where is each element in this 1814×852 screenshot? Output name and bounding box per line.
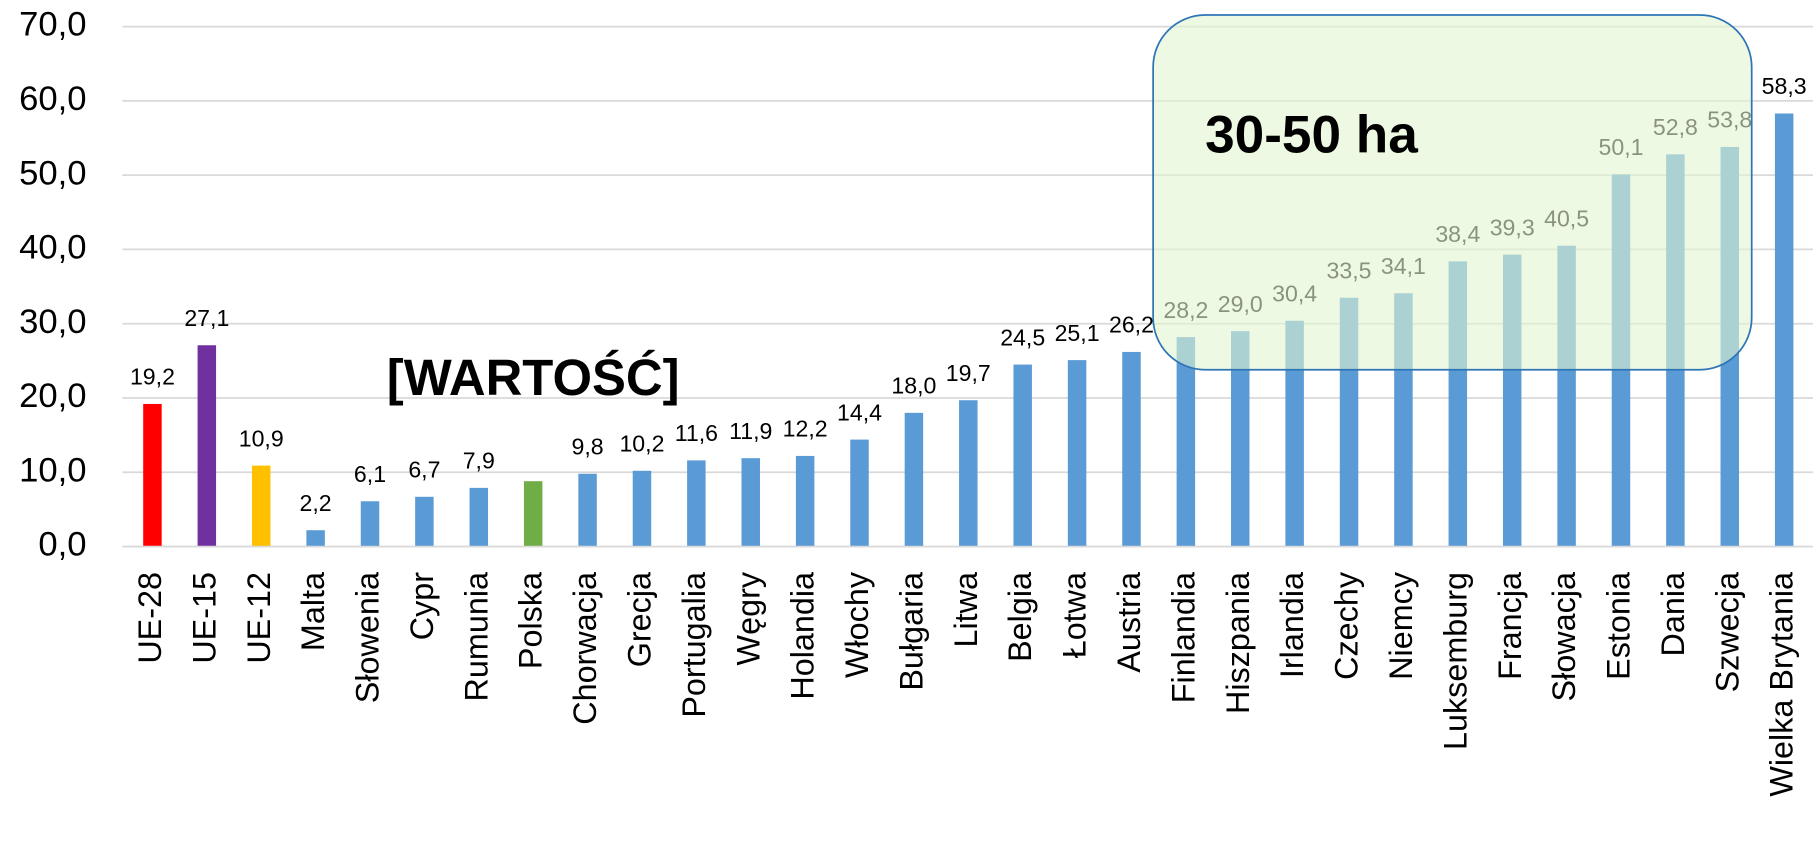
- x-tick-label: Austria: [1111, 572, 1147, 673]
- y-tick-label: 0,0: [38, 526, 86, 564]
- bar: [1013, 364, 1032, 547]
- bar: [143, 403, 162, 547]
- x-tick-label: UE-12: [241, 572, 277, 664]
- x-tick-label: Czechy: [1329, 571, 1365, 680]
- bar: [1285, 320, 1304, 547]
- x-tick-label: Francja: [1492, 572, 1528, 680]
- x-tick-label: Portugalia: [676, 572, 712, 718]
- x-tick-label: Łotwa: [1057, 572, 1093, 658]
- data-label: 18,0: [891, 373, 936, 399]
- bar: [469, 487, 489, 547]
- data-label: 19,2: [130, 364, 175, 390]
- y-tick-label: 40,0: [19, 229, 86, 267]
- y-tick-label: 60,0: [19, 80, 86, 118]
- y-tick-label: 20,0: [19, 377, 86, 415]
- data-label: 26,2: [1109, 312, 1154, 338]
- x-tick-label: Polska: [513, 572, 549, 669]
- x-tick-label: Dania: [1655, 572, 1691, 657]
- x-tick-label: Rumunia: [458, 572, 494, 701]
- data-label: 10,2: [619, 430, 664, 456]
- data-label-callout: [WARTOŚĆ]: [387, 349, 680, 406]
- x-tick-label: Litwa: [948, 572, 984, 648]
- bar: [1231, 331, 1250, 547]
- x-tick-label: Grecja: [622, 572, 658, 667]
- bar: [1122, 351, 1141, 547]
- data-label: 27,1: [184, 305, 229, 331]
- data-label: 19,7: [946, 360, 991, 386]
- x-tick-label: Szwecja: [1709, 572, 1745, 692]
- x-tick-label: Niemcy: [1383, 571, 1419, 680]
- x-tick-label: Słowenia: [350, 572, 386, 703]
- data-label: 10,9: [239, 425, 284, 451]
- x-tick-label: Belgia: [1002, 572, 1038, 662]
- x-tick-label: Irlandia: [1274, 572, 1310, 678]
- y-tick-label: 50,0: [19, 154, 86, 192]
- bar: [360, 501, 380, 547]
- data-label: 6,1: [354, 461, 386, 487]
- annotation: 30-50 ha: [1205, 106, 1418, 165]
- bar: [850, 439, 869, 547]
- annotation-box: [1152, 14, 1753, 371]
- x-tick-label: Włochy: [839, 571, 875, 678]
- x-tick-label: Luksemburg: [1437, 572, 1473, 750]
- data-label: 24,5: [1000, 324, 1045, 350]
- data-label: 11,9: [729, 418, 772, 444]
- x-tick-label: Finlandia: [1165, 572, 1201, 703]
- bar: [632, 470, 652, 547]
- bar: [959, 400, 978, 547]
- x-tick-label: Bułgaria: [893, 572, 929, 691]
- y-tick-label: 70,0: [19, 6, 86, 44]
- data-label: 7,9: [463, 448, 495, 474]
- bar: [523, 481, 543, 547]
- x-tick-label: Malta: [295, 572, 331, 651]
- data-label: 25,1: [1055, 320, 1100, 346]
- bar: [1176, 337, 1196, 547]
- data-label: 11,6: [675, 420, 718, 446]
- bar: [415, 496, 434, 547]
- bar: [1774, 113, 1794, 547]
- x-tick-label: Słowacja: [1546, 572, 1582, 701]
- bar: [741, 458, 760, 547]
- bar: [578, 473, 597, 547]
- x-tick-label: UE-28: [132, 572, 168, 664]
- y-tick-label: 30,0: [19, 303, 86, 341]
- x-tick-label: UE-15: [186, 572, 222, 664]
- data-label: 9,8: [571, 433, 603, 459]
- bar: [687, 460, 706, 547]
- bar: [904, 412, 924, 547]
- data-label: 6,7: [408, 456, 440, 482]
- y-tick-label: 10,0: [19, 451, 86, 489]
- bar: [306, 530, 325, 547]
- x-tick-label: Estonia: [1601, 572, 1637, 680]
- bar: [795, 455, 815, 547]
- x-tick-label: Węgry: [730, 571, 766, 665]
- data-label: 14,4: [837, 399, 882, 425]
- x-tick-label: Cypr: [404, 572, 440, 641]
- data-label: 2,2: [300, 490, 332, 516]
- x-tick-label: Wielka Brytania: [1764, 572, 1800, 797]
- x-tick-label: Chorwacja: [567, 572, 603, 725]
- x-tick-label: Hiszpania: [1220, 572, 1256, 714]
- x-tick-label: Holandia: [785, 572, 821, 700]
- bar: [197, 345, 217, 547]
- bar: [1067, 360, 1087, 547]
- bar: [251, 465, 271, 547]
- data-label: 12,2: [783, 416, 828, 442]
- data-label: 58,3: [1762, 73, 1807, 99]
